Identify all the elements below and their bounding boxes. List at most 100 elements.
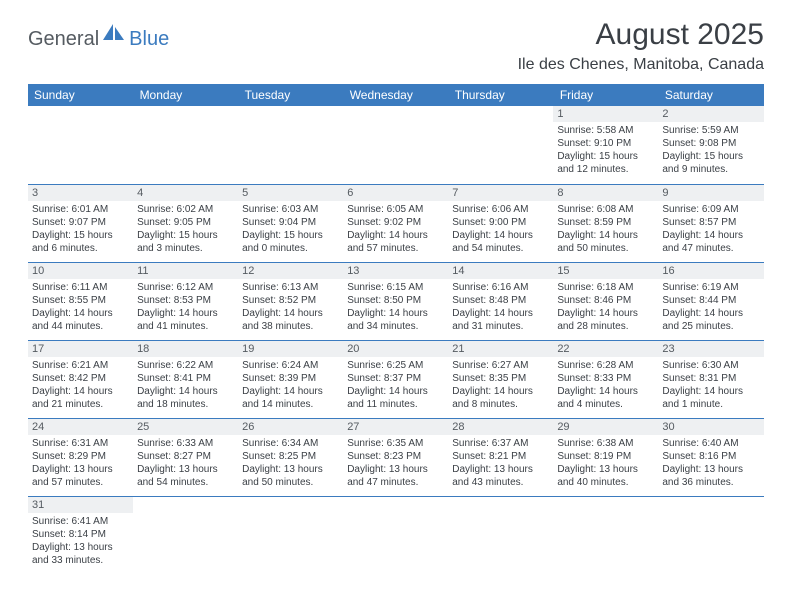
day-content: Sunrise: 6:13 AMSunset: 8:52 PMDaylight:… — [238, 279, 343, 335]
day-content: Sunrise: 6:30 AMSunset: 8:31 PMDaylight:… — [658, 357, 763, 413]
day-content: Sunrise: 6:09 AMSunset: 8:57 PMDaylight:… — [658, 201, 763, 257]
day-content: Sunrise: 6:33 AMSunset: 8:27 PMDaylight:… — [133, 435, 238, 491]
day-content: Sunrise: 6:25 AMSunset: 8:37 PMDaylight:… — [343, 357, 448, 413]
day-content: Sunrise: 6:37 AMSunset: 8:21 PMDaylight:… — [448, 435, 553, 491]
calendar-cell — [133, 496, 238, 574]
calendar-cell: 8Sunrise: 6:08 AMSunset: 8:59 PMDaylight… — [553, 184, 658, 262]
calendar-cell: 26Sunrise: 6:34 AMSunset: 8:25 PMDayligh… — [238, 418, 343, 496]
calendar-cell: 1Sunrise: 5:58 AMSunset: 9:10 PMDaylight… — [553, 106, 658, 184]
day-content: Sunrise: 6:05 AMSunset: 9:02 PMDaylight:… — [343, 201, 448, 257]
calendar-cell: 20Sunrise: 6:25 AMSunset: 8:37 PMDayligh… — [343, 340, 448, 418]
calendar-cell: 31Sunrise: 6:41 AMSunset: 8:14 PMDayligh… — [28, 496, 133, 574]
calendar-cell: 17Sunrise: 6:21 AMSunset: 8:42 PMDayligh… — [28, 340, 133, 418]
calendar-cell: 13Sunrise: 6:15 AMSunset: 8:50 PMDayligh… — [343, 262, 448, 340]
day-content: Sunrise: 6:15 AMSunset: 8:50 PMDaylight:… — [343, 279, 448, 335]
calendar-cell: 14Sunrise: 6:16 AMSunset: 8:48 PMDayligh… — [448, 262, 553, 340]
day-number: 24 — [28, 419, 133, 435]
day-number: 28 — [448, 419, 553, 435]
day-content: Sunrise: 6:03 AMSunset: 9:04 PMDaylight:… — [238, 201, 343, 257]
day-content: Sunrise: 6:18 AMSunset: 8:46 PMDaylight:… — [553, 279, 658, 335]
day-number: 16 — [658, 263, 763, 279]
day-content: Sunrise: 6:24 AMSunset: 8:39 PMDaylight:… — [238, 357, 343, 413]
calendar-cell: 22Sunrise: 6:28 AMSunset: 8:33 PMDayligh… — [553, 340, 658, 418]
calendar-cell — [133, 106, 238, 184]
header: General Blue August 2025 Ile des Chenes,… — [28, 18, 764, 74]
logo-text-general: General — [28, 28, 99, 51]
calendar-table: SundayMondayTuesdayWednesdayThursdayFrid… — [28, 84, 764, 574]
calendar-cell: 21Sunrise: 6:27 AMSunset: 8:35 PMDayligh… — [448, 340, 553, 418]
day-number: 30 — [658, 419, 763, 435]
day-content: Sunrise: 6:01 AMSunset: 9:07 PMDaylight:… — [28, 201, 133, 257]
calendar-cell — [448, 106, 553, 184]
day-number: 20 — [343, 341, 448, 357]
calendar-cell — [448, 496, 553, 574]
weekday-header: Friday — [553, 84, 658, 106]
day-content: Sunrise: 6:27 AMSunset: 8:35 PMDaylight:… — [448, 357, 553, 413]
day-number: 18 — [133, 341, 238, 357]
calendar-cell: 30Sunrise: 6:40 AMSunset: 8:16 PMDayligh… — [658, 418, 763, 496]
day-content: Sunrise: 6:41 AMSunset: 8:14 PMDaylight:… — [28, 513, 133, 569]
sail-icon — [103, 24, 125, 47]
day-number: 17 — [28, 341, 133, 357]
weekday-header: Saturday — [658, 84, 763, 106]
calendar-cell: 7Sunrise: 6:06 AMSunset: 9:00 PMDaylight… — [448, 184, 553, 262]
weekday-header: Wednesday — [343, 84, 448, 106]
day-number: 19 — [238, 341, 343, 357]
calendar-cell: 9Sunrise: 6:09 AMSunset: 8:57 PMDaylight… — [658, 184, 763, 262]
page-title: August 2025 — [518, 18, 764, 52]
day-number: 27 — [343, 419, 448, 435]
day-content: Sunrise: 6:16 AMSunset: 8:48 PMDaylight:… — [448, 279, 553, 335]
location-subtitle: Ile des Chenes, Manitoba, Canada — [518, 56, 764, 74]
day-number: 14 — [448, 263, 553, 279]
day-number: 9 — [658, 185, 763, 201]
calendar-cell: 28Sunrise: 6:37 AMSunset: 8:21 PMDayligh… — [448, 418, 553, 496]
day-number: 25 — [133, 419, 238, 435]
day-number: 12 — [238, 263, 343, 279]
calendar-cell: 6Sunrise: 6:05 AMSunset: 9:02 PMDaylight… — [343, 184, 448, 262]
calendar-cell: 24Sunrise: 6:31 AMSunset: 8:29 PMDayligh… — [28, 418, 133, 496]
calendar-cell: 19Sunrise: 6:24 AMSunset: 8:39 PMDayligh… — [238, 340, 343, 418]
day-number: 4 — [133, 185, 238, 201]
calendar-cell: 12Sunrise: 6:13 AMSunset: 8:52 PMDayligh… — [238, 262, 343, 340]
day-content: Sunrise: 6:38 AMSunset: 8:19 PMDaylight:… — [553, 435, 658, 491]
day-content: Sunrise: 6:06 AMSunset: 9:00 PMDaylight:… — [448, 201, 553, 257]
day-number: 29 — [553, 419, 658, 435]
calendar-cell: 11Sunrise: 6:12 AMSunset: 8:53 PMDayligh… — [133, 262, 238, 340]
calendar-cell: 27Sunrise: 6:35 AMSunset: 8:23 PMDayligh… — [343, 418, 448, 496]
day-number: 2 — [658, 106, 763, 122]
calendar-cell — [658, 496, 763, 574]
calendar-cell: 15Sunrise: 6:18 AMSunset: 8:46 PMDayligh… — [553, 262, 658, 340]
day-number: 23 — [658, 341, 763, 357]
day-content: Sunrise: 6:02 AMSunset: 9:05 PMDaylight:… — [133, 201, 238, 257]
day-number: 6 — [343, 185, 448, 201]
day-content: Sunrise: 5:59 AMSunset: 9:08 PMDaylight:… — [658, 122, 763, 178]
calendar-cell — [28, 106, 133, 184]
day-number: 3 — [28, 185, 133, 201]
calendar-cell — [343, 106, 448, 184]
day-number: 7 — [448, 185, 553, 201]
day-number: 31 — [28, 497, 133, 513]
calendar-cell — [238, 106, 343, 184]
calendar-cell: 10Sunrise: 6:11 AMSunset: 8:55 PMDayligh… — [28, 262, 133, 340]
day-number: 21 — [448, 341, 553, 357]
weekday-header: Thursday — [448, 84, 553, 106]
day-number: 8 — [553, 185, 658, 201]
day-content: Sunrise: 6:40 AMSunset: 8:16 PMDaylight:… — [658, 435, 763, 491]
day-content: Sunrise: 6:35 AMSunset: 8:23 PMDaylight:… — [343, 435, 448, 491]
logo: General Blue — [28, 24, 169, 55]
day-number: 11 — [133, 263, 238, 279]
day-content: Sunrise: 6:11 AMSunset: 8:55 PMDaylight:… — [28, 279, 133, 335]
logo-text-blue: Blue — [129, 28, 169, 51]
calendar-cell — [238, 496, 343, 574]
day-number: 13 — [343, 263, 448, 279]
day-content: Sunrise: 6:31 AMSunset: 8:29 PMDaylight:… — [28, 435, 133, 491]
day-number: 5 — [238, 185, 343, 201]
calendar-cell: 4Sunrise: 6:02 AMSunset: 9:05 PMDaylight… — [133, 184, 238, 262]
calendar-cell: 3Sunrise: 6:01 AMSunset: 9:07 PMDaylight… — [28, 184, 133, 262]
day-content: Sunrise: 6:12 AMSunset: 8:53 PMDaylight:… — [133, 279, 238, 335]
day-content: Sunrise: 6:22 AMSunset: 8:41 PMDaylight:… — [133, 357, 238, 413]
day-number: 1 — [553, 106, 658, 122]
day-content: Sunrise: 5:58 AMSunset: 9:10 PMDaylight:… — [553, 122, 658, 178]
day-number: 10 — [28, 263, 133, 279]
calendar-cell: 23Sunrise: 6:30 AMSunset: 8:31 PMDayligh… — [658, 340, 763, 418]
